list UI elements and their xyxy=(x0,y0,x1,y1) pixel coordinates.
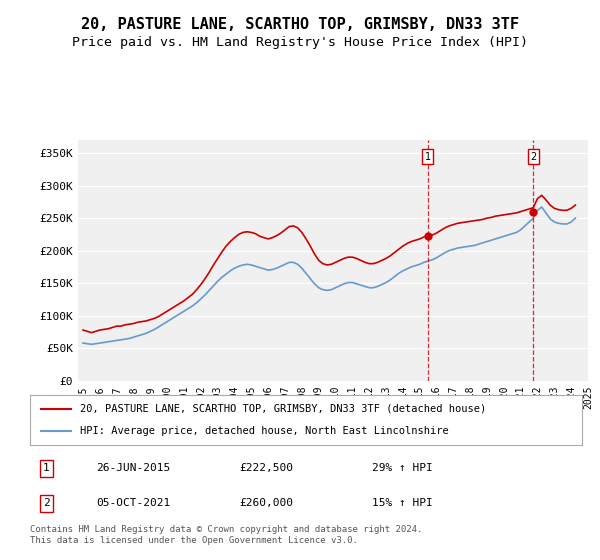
Text: £260,000: £260,000 xyxy=(240,498,294,508)
Text: 15% ↑ HPI: 15% ↑ HPI xyxy=(372,498,433,508)
Text: 20, PASTURE LANE, SCARTHO TOP, GRIMSBY, DN33 3TF (detached house): 20, PASTURE LANE, SCARTHO TOP, GRIMSBY, … xyxy=(80,404,486,414)
Text: £222,500: £222,500 xyxy=(240,463,294,473)
Text: 26-JUN-2015: 26-JUN-2015 xyxy=(96,463,170,473)
Text: Contains HM Land Registry data © Crown copyright and database right 2024.
This d: Contains HM Land Registry data © Crown c… xyxy=(30,525,422,545)
Text: 2: 2 xyxy=(43,498,50,508)
Text: 1: 1 xyxy=(425,152,431,162)
Text: 05-OCT-2021: 05-OCT-2021 xyxy=(96,498,170,508)
Text: HPI: Average price, detached house, North East Lincolnshire: HPI: Average price, detached house, Nort… xyxy=(80,426,448,436)
Text: 1: 1 xyxy=(43,463,50,473)
Text: 2: 2 xyxy=(530,152,536,162)
Text: Price paid vs. HM Land Registry's House Price Index (HPI): Price paid vs. HM Land Registry's House … xyxy=(72,36,528,49)
Text: 29% ↑ HPI: 29% ↑ HPI xyxy=(372,463,433,473)
Text: 20, PASTURE LANE, SCARTHO TOP, GRIMSBY, DN33 3TF: 20, PASTURE LANE, SCARTHO TOP, GRIMSBY, … xyxy=(81,17,519,32)
